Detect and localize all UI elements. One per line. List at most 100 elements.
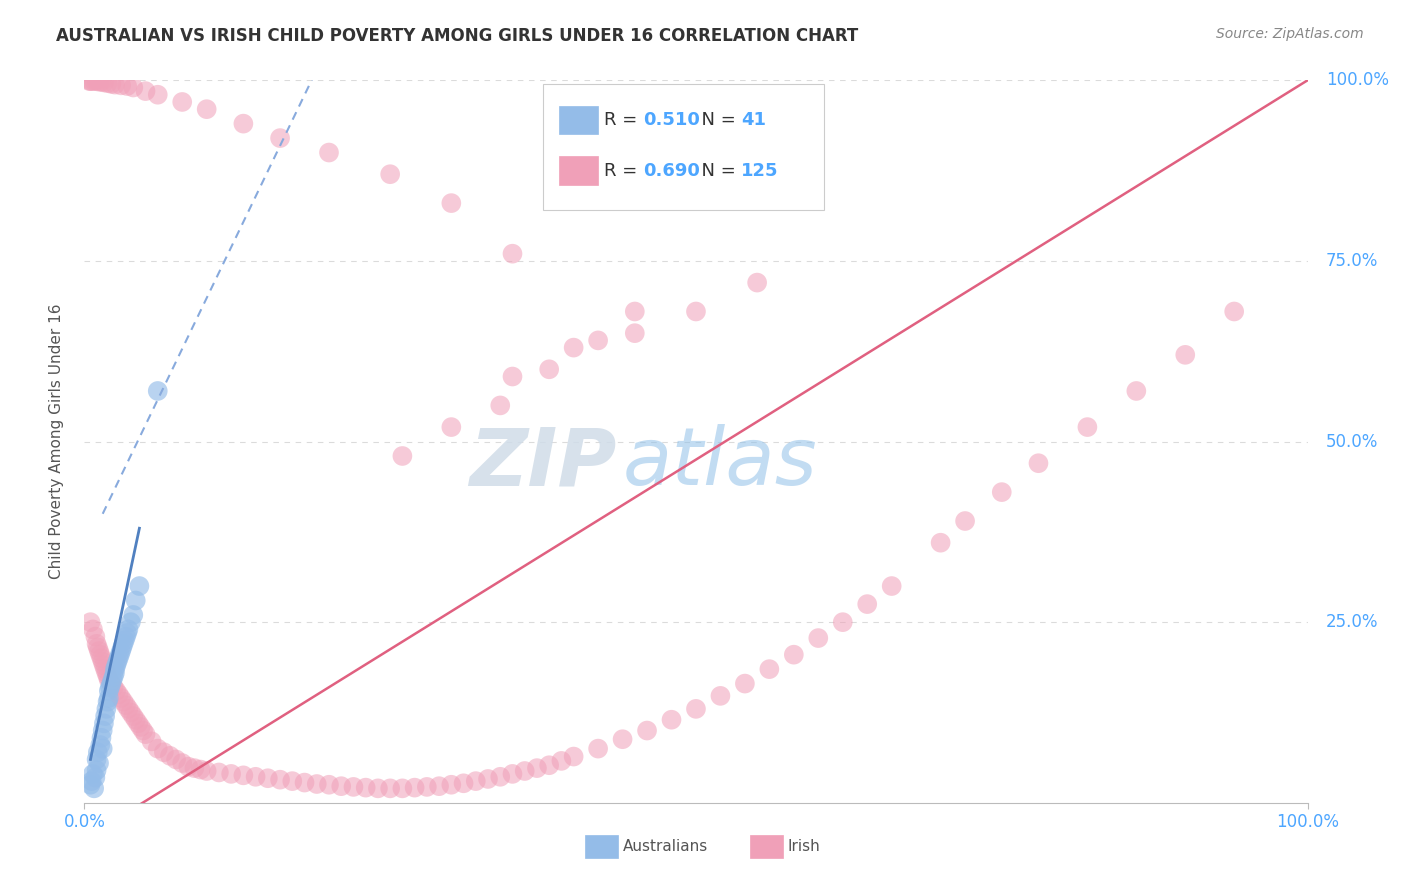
Point [1028,456,1050,470]
Point [502,246,524,260]
Point [477,772,499,786]
Point [132,723,155,738]
Point [94,662,117,676]
Point [232,768,254,782]
Point [612,732,634,747]
Point [1125,384,1147,398]
Point [97,76,120,90]
Point [101,673,124,687]
Y-axis label: Child Poverty Among Girls Under 16: Child Poverty Among Girls Under 16 [49,304,63,579]
Text: 41: 41 [741,111,766,129]
Point [104,665,127,680]
Point [107,651,129,665]
Point [91,655,114,669]
Point [354,780,377,795]
Point [100,676,122,690]
Point [636,723,658,738]
Text: Source: ZipAtlas.com: Source: ZipAtlas.com [1216,27,1364,41]
Text: Australians: Australians [623,838,707,854]
FancyBboxPatch shape [560,156,598,185]
Point [624,326,647,340]
Point [82,767,104,781]
Point [153,745,176,759]
Point [758,662,780,676]
Point [120,706,142,720]
Point [159,748,181,763]
Point [269,772,291,787]
Point [661,713,683,727]
Point [586,334,609,348]
Point [219,767,242,781]
Point [83,781,105,796]
Point [929,535,952,549]
Point [111,640,134,655]
Point [464,774,486,789]
Point [100,676,122,690]
Point [146,384,169,398]
Point [685,304,707,318]
Point [98,680,121,694]
Point [90,651,112,665]
Point [84,630,107,644]
Point [115,626,138,640]
Point [538,362,561,376]
Point [208,765,231,780]
Point [807,631,830,645]
Text: Irish: Irish [787,838,821,854]
Point [129,720,152,734]
Point [526,761,548,775]
Text: 125: 125 [741,161,779,179]
Point [77,74,100,88]
Point [107,687,129,701]
Point [440,778,463,792]
Text: 0.690: 0.690 [644,161,700,179]
Point [86,74,108,88]
Point [342,780,364,794]
Point [562,749,585,764]
Point [489,398,512,412]
Text: 50.0%: 50.0% [1326,433,1378,450]
Point [391,449,413,463]
FancyBboxPatch shape [543,84,824,211]
Point [953,514,976,528]
Point [880,579,903,593]
Point [281,774,304,789]
Point [93,658,115,673]
Point [115,698,138,713]
Point [624,304,647,318]
Point [172,756,194,770]
Point [128,579,150,593]
Point [538,758,561,772]
Point [195,102,218,116]
Point [115,78,138,93]
Point [380,781,402,796]
Point [562,341,585,355]
Point [120,615,142,630]
Point [453,776,475,790]
Point [105,655,128,669]
Point [86,764,108,778]
FancyBboxPatch shape [585,835,617,858]
Point [110,78,132,93]
Point [427,779,450,793]
Point [195,764,218,778]
Point [87,756,110,770]
Text: N =: N = [690,111,741,129]
Point [97,669,120,683]
Point [367,781,389,796]
Point [831,615,853,630]
Point [245,770,267,784]
Text: R =: R = [605,161,643,179]
Point [257,771,280,785]
Point [783,648,806,662]
Point [122,709,145,723]
Point [86,637,108,651]
Point [80,74,103,88]
Point [172,95,194,109]
Point [146,87,169,102]
Point [122,607,145,622]
Point [117,702,139,716]
Point [122,80,145,95]
Point [97,691,120,706]
Point [550,754,572,768]
